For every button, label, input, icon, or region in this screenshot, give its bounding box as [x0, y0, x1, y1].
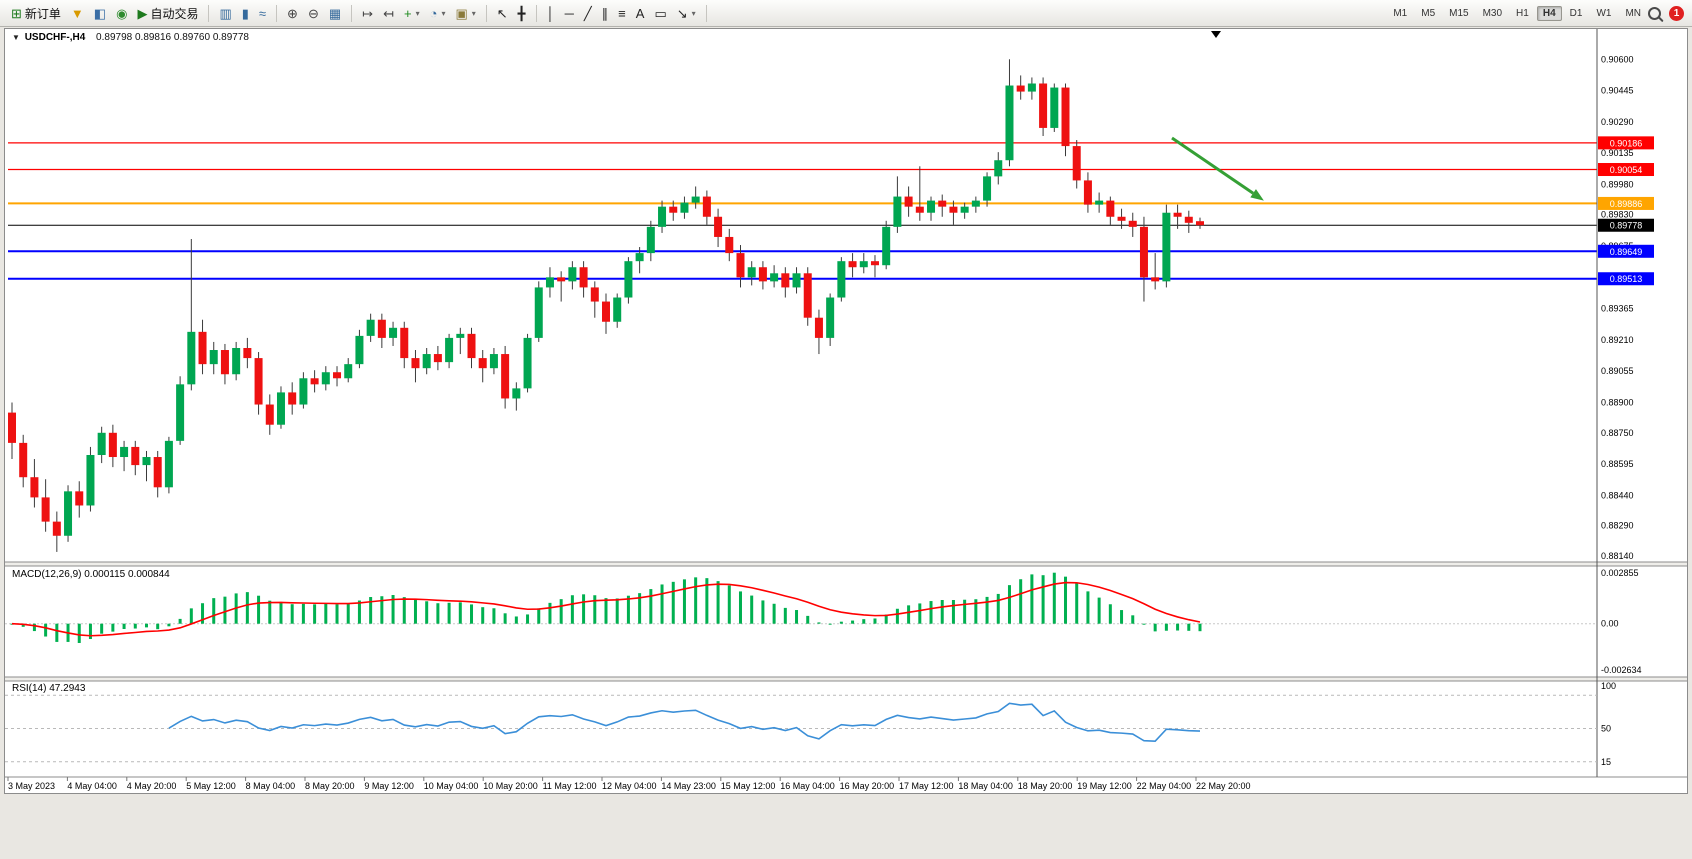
arrows-icon[interactable]: ↘ ▾ — [672, 2, 701, 25]
zoom-out-icon: ⊖ — [307, 5, 319, 21]
data-window-icon[interactable]: ◧ — [89, 2, 111, 25]
toolbar-separator — [208, 4, 210, 22]
dropdown-caret-icon[interactable]: ▾ — [441, 8, 446, 18]
periods-icon: ◔ — [429, 5, 438, 21]
market-watch-icon: ▼ — [70, 5, 84, 21]
rsi-indicator-label: RSI(14) 47.2943 — [12, 683, 86, 694]
auto-trading-icon: ▶ — [137, 5, 148, 21]
chart-ohlc-values: 0.89798 0.89816 0.89760 0.89778 — [96, 32, 249, 43]
bar-chart-icon: ▥ — [219, 5, 232, 21]
cursor-icon[interactable]: ↖ — [492, 2, 513, 25]
auto-scroll-icon: ↦ — [362, 5, 374, 21]
zoom-in-icon[interactable]: ⊕ — [282, 2, 303, 25]
auto-scroll-icon[interactable]: ↦ — [357, 2, 378, 25]
fibonacci-icon[interactable]: ≡ — [613, 2, 631, 25]
new-order-button-label: 新订单 — [24, 6, 61, 21]
crosshair-icon[interactable]: ╋ — [513, 2, 531, 25]
horizontal-line-icon[interactable]: ─ — [560, 2, 579, 25]
indicators-icon: + — [403, 5, 412, 21]
fibonacci-icon: ≡ — [618, 5, 626, 21]
new-order-icon: ⊞ — [11, 5, 22, 21]
templates-icon: ▣ — [455, 5, 468, 21]
toolbar-separator — [705, 4, 707, 22]
timeframe-w1[interactable]: W1 — [1596, 7, 1612, 19]
timeframe-m5[interactable]: M5 — [1421, 7, 1436, 19]
auto-trading-button-label: 自动交易 — [150, 6, 199, 21]
timeframe-toolbar: M1 M5 M15 M30 H1 H4 D1 W1 MN — [1386, 5, 1648, 21]
toolbar-separator — [276, 4, 278, 22]
zoom-in-icon: ⊕ — [287, 5, 298, 21]
toolbar-separator — [535, 4, 537, 22]
chart-shift-icon: ↤ — [383, 5, 394, 21]
navigator-icon: ◉ — [116, 5, 128, 21]
chart-header: ▼ USDCHF-,H4 0.89798 0.89816 0.89760 0.8… — [12, 32, 249, 43]
line-chart-icon: ≈ — [258, 5, 267, 21]
line-chart-icon[interactable]: ≈ — [254, 2, 271, 25]
toolbar-separator — [485, 4, 487, 22]
candlestick-chart-icon: ▮ — [241, 5, 249, 21]
macd-indicator-label: MACD(12,26,9) 0.000115 0.000844 — [12, 569, 170, 580]
toolbar-buttons: ⊞ 新订单 ▼ ◧ ◉ ▶ 自动交易 ▥ ▮ ≈ ⊕ ⊖ ▦ ↦ ↤ + ▾ ◔ ▾ ▣ ▾ ↖ ╋ │ ─ ╱ ∥ ≡ A ▭ ↘ ▾ — [6, 2, 1386, 25]
toolbar-right: 1 — [1648, 5, 1686, 21]
cursor-icon: ↖ — [496, 5, 508, 21]
channel-icon: ∥ — [601, 5, 609, 21]
crosshair-icon: ╋ — [517, 5, 526, 21]
label-icon: ▭ — [654, 5, 667, 21]
label-icon[interactable]: ▭ — [649, 2, 671, 25]
timeframe-m15[interactable]: M15 — [1449, 7, 1469, 19]
chart-shift-icon[interactable]: ↤ — [378, 2, 399, 25]
chart-window — [4, 28, 1688, 794]
toolbar: ⊞ 新订单 ▼ ◧ ◉ ▶ 自动交易 ▥ ▮ ≈ ⊕ ⊖ ▦ ↦ ↤ + ▾ ◔ ▾ ▣ ▾ ↖ ╋ │ ─ ╱ ∥ ≡ A ▭ ↘ ▾ M1… — [0, 0, 1692, 27]
periods-icon[interactable]: ◔ ▾ — [425, 2, 451, 25]
zoom-out-icon[interactable]: ⊖ — [303, 2, 324, 25]
vertical-line-icon: │ — [546, 5, 555, 21]
horizontal-line-icon: ─ — [564, 5, 574, 21]
data-window-icon: ◧ — [93, 5, 107, 21]
indicators-icon[interactable]: + ▾ — [399, 2, 425, 25]
dropdown-caret-icon[interactable]: ▾ — [471, 8, 476, 18]
toolbar-separator — [351, 4, 353, 22]
timeframe-d1[interactable]: D1 — [1569, 7, 1583, 19]
timeframe-m1[interactable]: M1 — [1393, 7, 1408, 19]
timeframe-h1[interactable]: H1 — [1516, 7, 1529, 19]
candlestick-chart-icon[interactable]: ▮ — [237, 2, 254, 25]
arrows-icon: ↘ — [676, 5, 688, 21]
timeframe-mn[interactable]: MN — [1625, 7, 1641, 19]
trendline-icon: ╱ — [583, 5, 592, 21]
timeframe-h4[interactable]: H4 — [1536, 5, 1562, 21]
channel-icon[interactable]: ∥ — [597, 2, 614, 25]
bar-chart-icon[interactable]: ▥ — [214, 2, 236, 25]
timeframe-m30[interactable]: M30 — [1482, 7, 1503, 19]
tile-windows-icon[interactable]: ▦ — [324, 2, 346, 25]
text-icon[interactable]: A — [631, 2, 650, 25]
dropdown-caret-icon[interactable]: ▾ — [691, 8, 696, 18]
templates-icon[interactable]: ▣ ▾ — [450, 2, 480, 25]
navigator-icon[interactable]: ◉ — [111, 2, 132, 25]
auto-trading-button[interactable]: ▶ 自动交易 — [132, 2, 203, 25]
chart-symbol-period: USDCHF-,H4 — [24, 32, 86, 43]
dropdown-caret-icon[interactable]: ▾ — [415, 8, 420, 18]
market-watch-icon[interactable]: ▼ — [66, 2, 89, 25]
notification-badge[interactable]: 1 — [1669, 5, 1684, 21]
search-icon[interactable] — [1648, 6, 1661, 20]
new-order-button[interactable]: ⊞ 新订单 — [6, 2, 66, 25]
text-icon: A — [635, 5, 645, 21]
vertical-line-icon[interactable]: │ — [542, 2, 560, 25]
chart-menu-icon[interactable]: ▼ — [12, 33, 20, 42]
trendline-icon[interactable]: ╱ — [579, 2, 597, 25]
tile-windows-icon: ▦ — [328, 5, 342, 21]
